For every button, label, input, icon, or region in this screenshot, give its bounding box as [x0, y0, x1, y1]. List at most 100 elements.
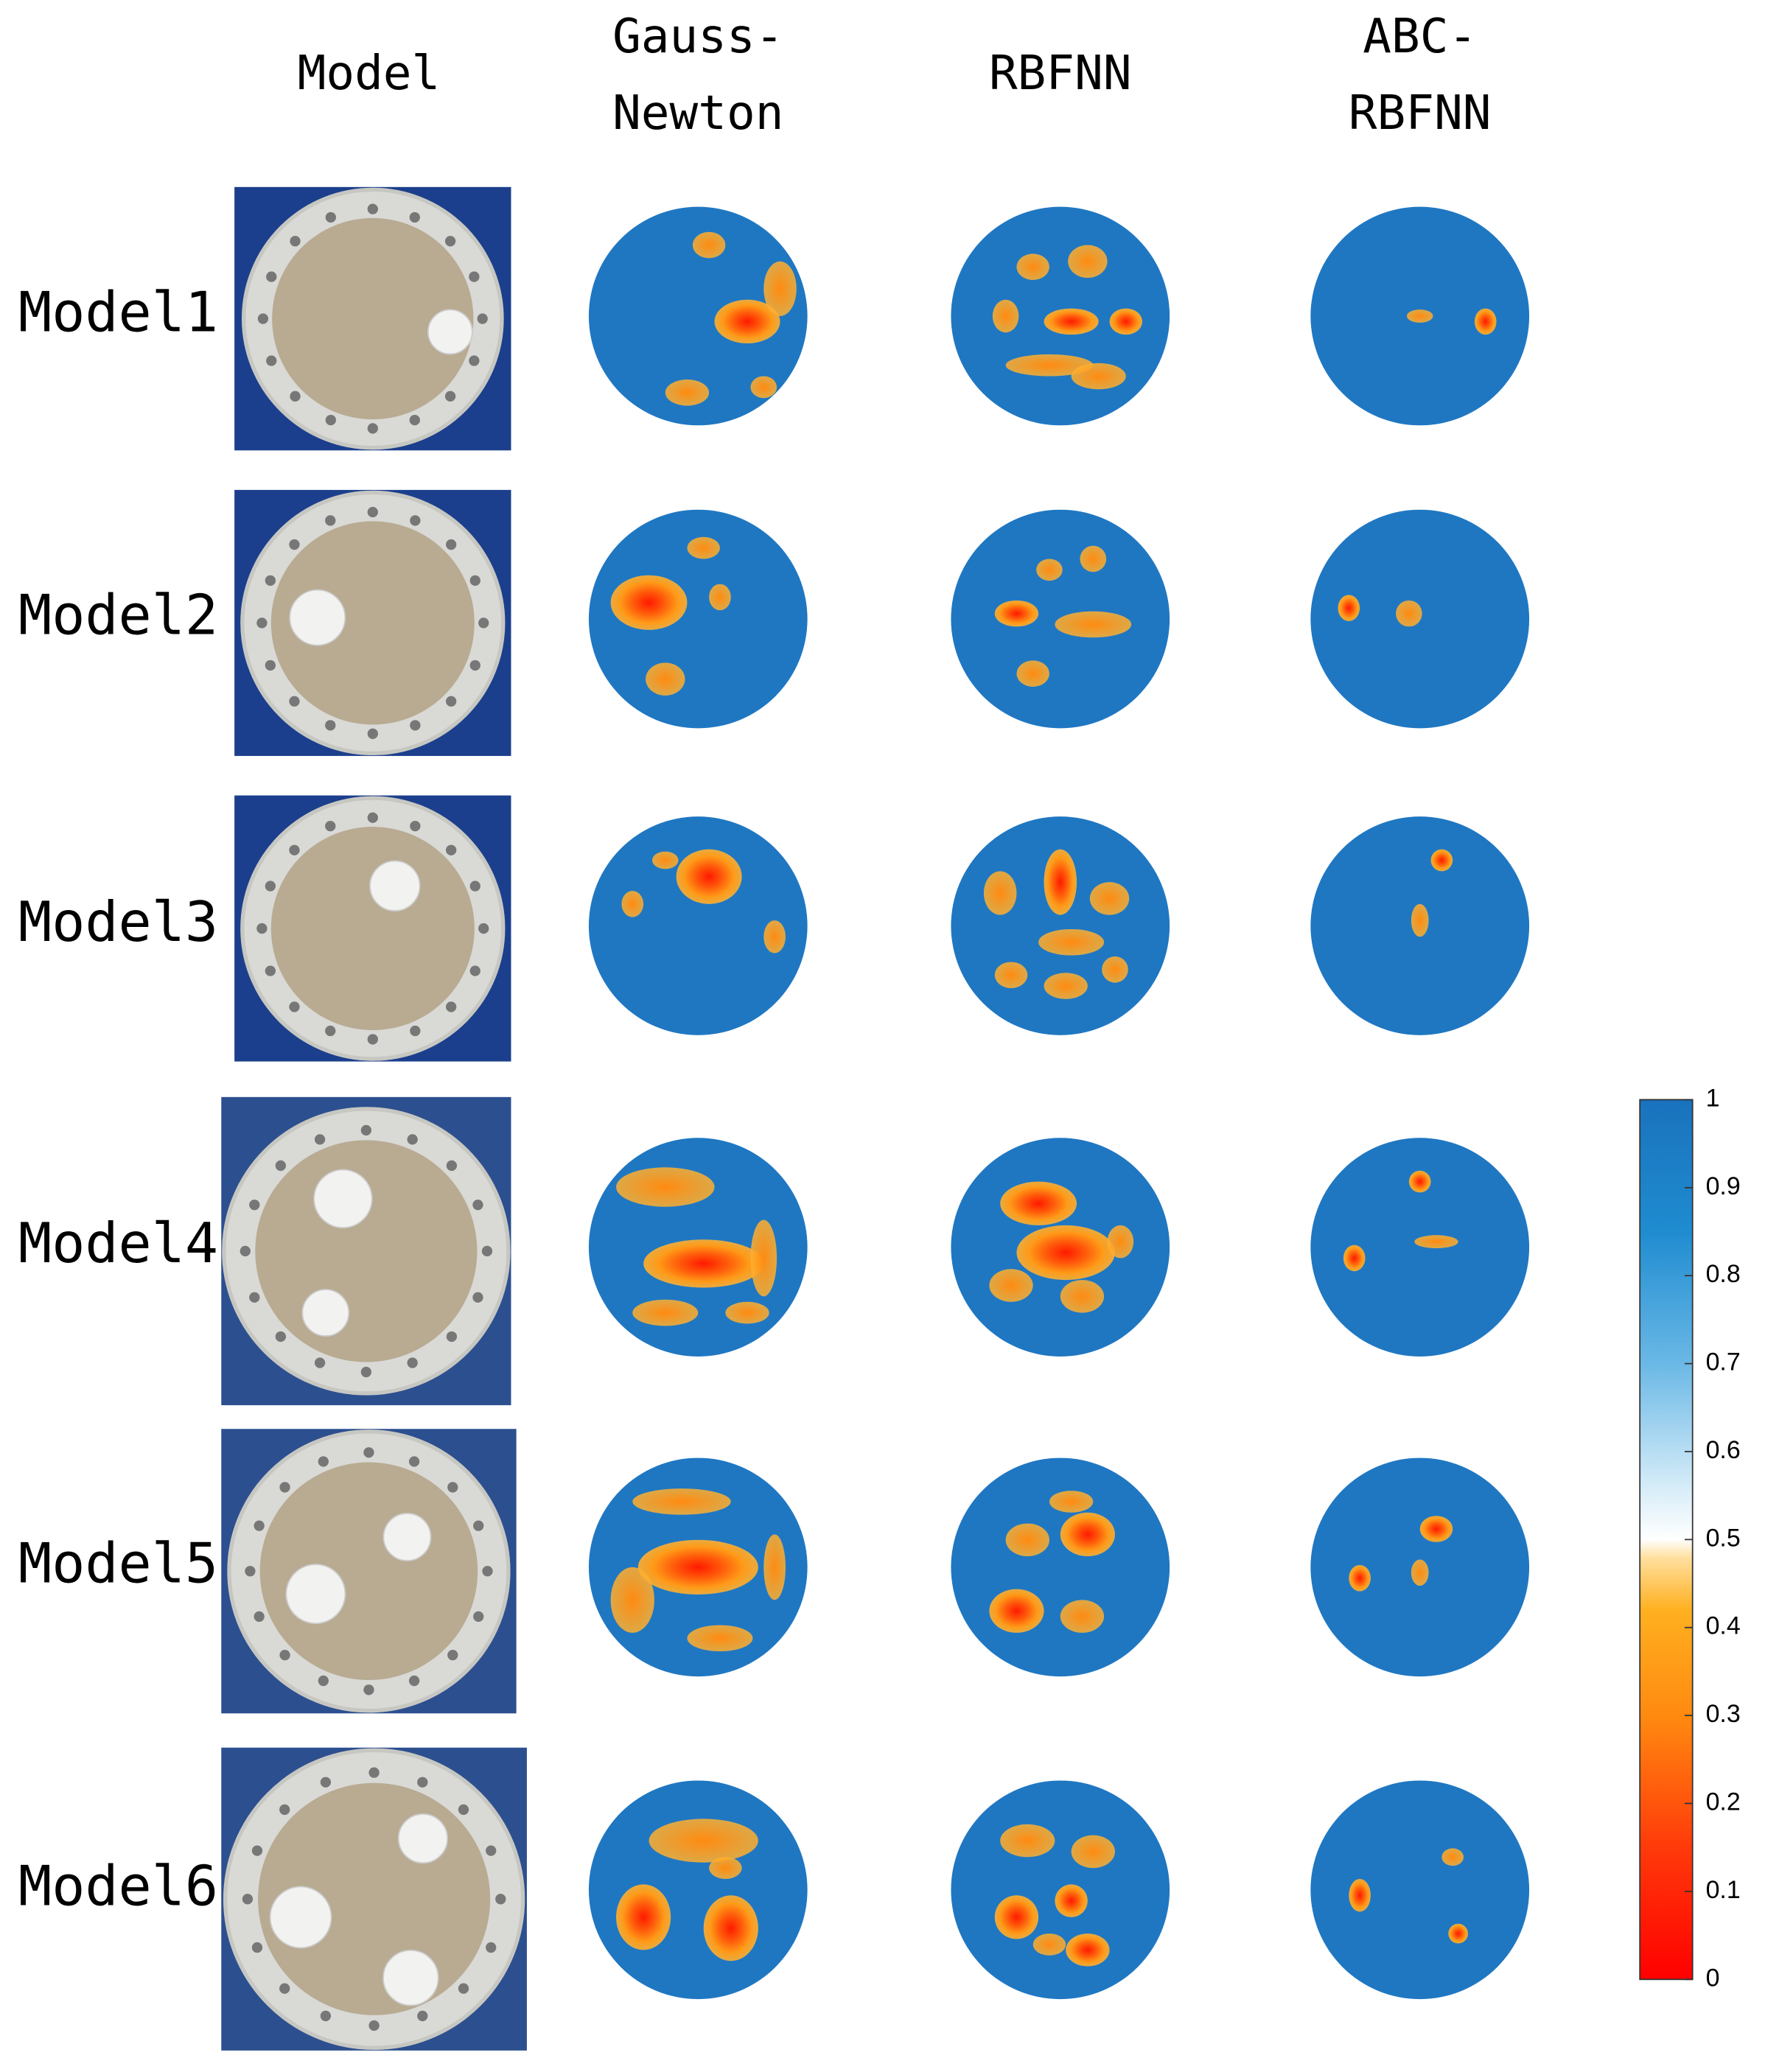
electrode — [367, 506, 378, 518]
reconstruction-blobs — [665, 231, 797, 406]
column-header: Gauss- — [612, 9, 783, 64]
electrode — [417, 2010, 428, 2022]
tank-floor — [272, 217, 474, 420]
electrode — [472, 1292, 483, 1303]
reconstruction-blobs — [989, 1181, 1134, 1313]
reconstruction-disc — [588, 1780, 808, 2000]
cylinder — [397, 1813, 449, 1864]
inclusion-blob — [1419, 1516, 1453, 1542]
electrode — [279, 1804, 290, 1816]
electrode — [409, 414, 420, 426]
inclusion-blob — [1102, 956, 1128, 983]
cylinder — [301, 1289, 350, 1337]
colorbar-tick-label: 0.3 — [1706, 1700, 1741, 1728]
cylinder — [313, 1169, 373, 1229]
electrode — [481, 1245, 493, 1257]
colorbar-tick-label: 0.7 — [1706, 1348, 1741, 1376]
electrode — [473, 1520, 484, 1531]
electrode — [251, 1845, 263, 1856]
electrode — [318, 1675, 329, 1687]
electrode — [446, 1001, 457, 1012]
reconstruction-blobs — [1349, 1516, 1453, 1592]
electrode — [407, 1357, 418, 1368]
colorbar-tick-label: 0.2 — [1706, 1788, 1741, 1816]
inclusion-blob — [643, 1239, 764, 1288]
electrode — [408, 1675, 420, 1687]
inclusion-blob — [1071, 1835, 1115, 1869]
inclusion-blob — [1109, 308, 1143, 335]
electrode — [289, 696, 300, 707]
inclusion-blob — [983, 871, 1017, 915]
inclusion-blob — [1000, 1824, 1055, 1858]
electrode — [325, 414, 336, 426]
inclusion-blob — [1089, 882, 1130, 915]
inclusion-blob — [763, 1534, 786, 1600]
electrode — [447, 1482, 458, 1493]
electrode — [368, 2020, 380, 2031]
cylinder — [369, 860, 421, 911]
electrode — [410, 720, 421, 731]
cylinder — [285, 1564, 346, 1625]
electrode — [486, 1845, 497, 1856]
electrode — [251, 1942, 263, 1953]
electrode — [446, 1160, 458, 1172]
electrode — [289, 844, 300, 855]
reconstruction-blobs — [994, 1824, 1115, 1967]
electrode — [320, 1777, 332, 1788]
reconstruction-blobs — [610, 536, 731, 696]
electrode — [325, 211, 336, 223]
electrode — [446, 539, 457, 550]
inclusion-blob — [1049, 1491, 1094, 1513]
inclusion-blob — [616, 1884, 671, 1950]
column-header: ABC- — [1363, 9, 1477, 64]
inclusion-blob — [1414, 1235, 1458, 1249]
reconstruction-blobs — [989, 1491, 1115, 1633]
inclusion-blob — [1343, 1245, 1366, 1272]
electrode — [279, 1649, 290, 1661]
cylinder — [427, 309, 473, 355]
electrode — [314, 1357, 326, 1368]
electrode — [447, 1649, 458, 1661]
electrode — [275, 1160, 287, 1172]
reconstruction-blobs — [992, 245, 1143, 390]
electrode — [367, 812, 378, 823]
electrode — [478, 617, 489, 629]
model-photo — [234, 186, 511, 451]
reconstruction-disc — [1310, 1780, 1530, 2000]
cylinder — [269, 1886, 332, 1949]
inclusion-blob — [763, 920, 786, 953]
reconstruction-blobs — [1343, 1170, 1458, 1272]
electrode — [469, 575, 480, 587]
electrode — [444, 236, 456, 247]
row-label: Model5 — [18, 1530, 218, 1595]
electrode — [240, 1245, 251, 1257]
inclusion-blob — [1338, 595, 1360, 622]
cylinder — [382, 1513, 432, 1561]
inclusion-blob — [649, 1819, 758, 1863]
inclusion-blob — [646, 662, 685, 696]
electrode — [367, 203, 378, 214]
inclusion-blob — [651, 851, 679, 869]
inclusion-blob — [1068, 245, 1108, 279]
inclusion-blob — [1055, 1884, 1088, 1917]
reconstruction-blobs — [1349, 1848, 1468, 1944]
electrode — [363, 1447, 374, 1458]
electrode — [446, 1331, 458, 1343]
inclusion-blob — [1038, 928, 1105, 956]
inclusion-blob — [1406, 309, 1433, 323]
reconstruction-disc — [1310, 1138, 1530, 1357]
electrode — [410, 1025, 421, 1037]
inclusion-blob — [610, 1567, 654, 1633]
inclusion-blob — [1349, 1878, 1371, 1912]
reconstruction-blobs — [983, 849, 1130, 999]
reconstruction-blobs — [610, 1488, 786, 1652]
electrode — [469, 659, 480, 671]
electrode — [318, 1456, 329, 1467]
tank-floor — [270, 827, 475, 1031]
inclusion-blob — [989, 1269, 1033, 1302]
electrode — [446, 696, 457, 707]
inclusion-blob — [1016, 1225, 1115, 1281]
electrode — [469, 355, 480, 366]
inclusion-blob — [750, 376, 777, 399]
